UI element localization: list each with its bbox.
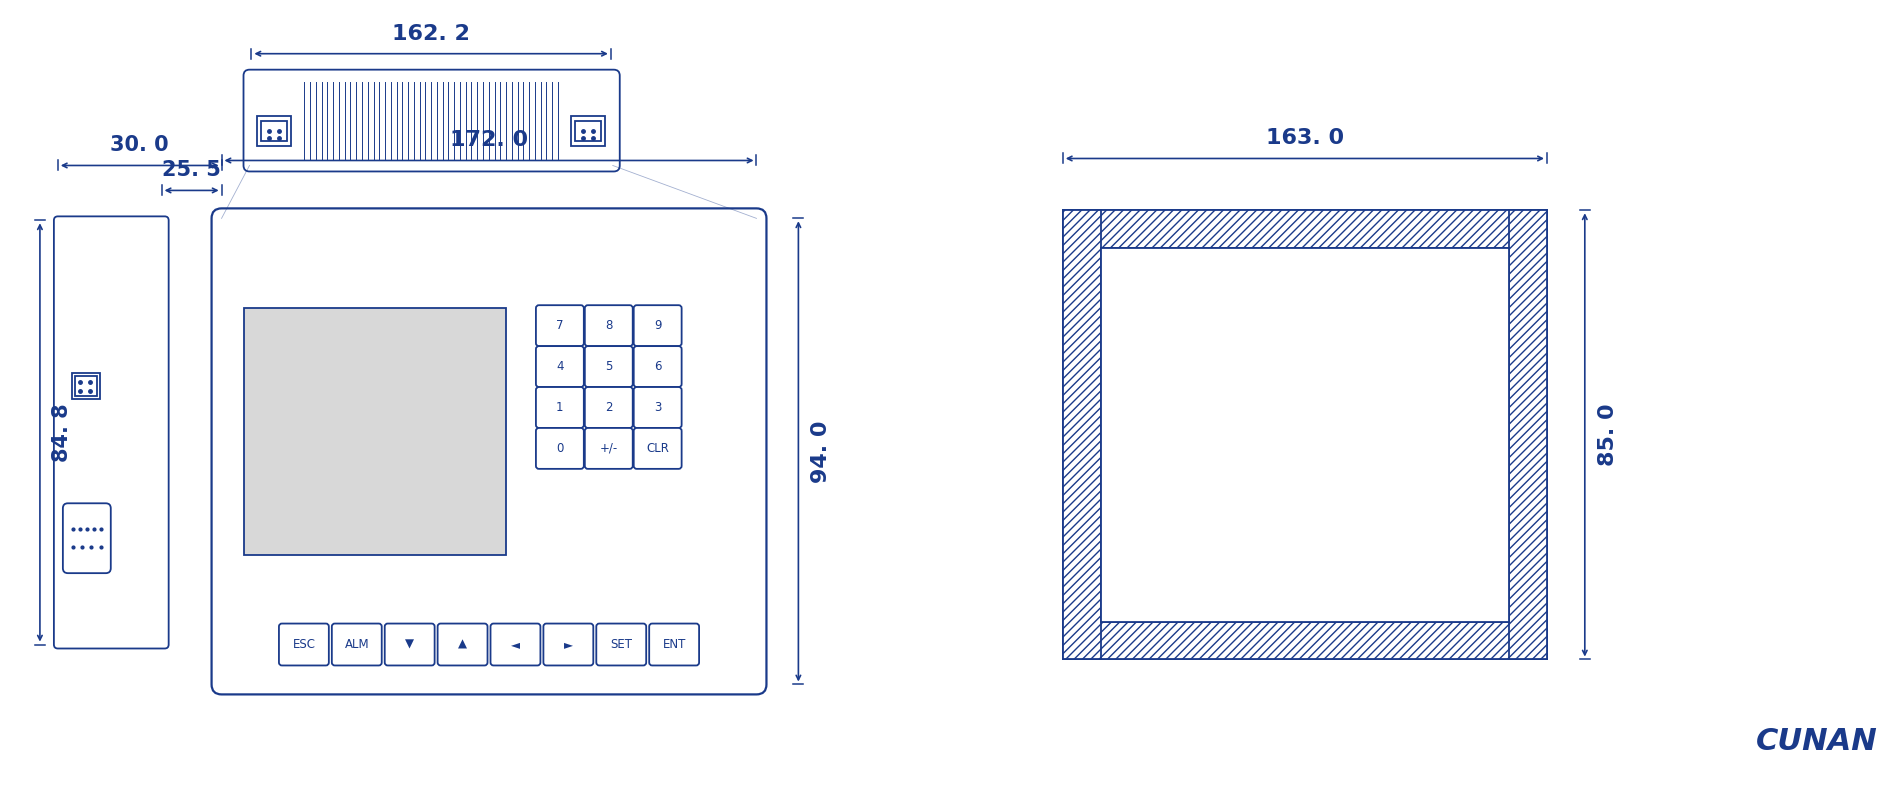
FancyBboxPatch shape xyxy=(649,623,699,666)
FancyBboxPatch shape xyxy=(55,216,168,649)
FancyBboxPatch shape xyxy=(332,623,381,666)
FancyBboxPatch shape xyxy=(634,346,682,387)
FancyBboxPatch shape xyxy=(385,623,434,666)
FancyBboxPatch shape xyxy=(585,305,632,346)
FancyBboxPatch shape xyxy=(536,387,583,428)
FancyBboxPatch shape xyxy=(634,387,682,428)
FancyBboxPatch shape xyxy=(536,428,583,469)
Bar xyxy=(1063,210,1101,659)
Text: ◄: ◄ xyxy=(512,638,519,651)
Bar xyxy=(1509,210,1546,659)
FancyBboxPatch shape xyxy=(211,208,767,694)
Text: 162. 2: 162. 2 xyxy=(393,24,470,44)
FancyBboxPatch shape xyxy=(279,623,329,666)
FancyBboxPatch shape xyxy=(585,428,632,469)
Text: 84. 8: 84. 8 xyxy=(51,403,72,462)
Text: 8: 8 xyxy=(604,319,612,332)
Text: 85. 0: 85. 0 xyxy=(1597,404,1618,466)
Text: 3: 3 xyxy=(653,401,661,414)
FancyBboxPatch shape xyxy=(544,623,593,666)
Bar xyxy=(1101,248,1509,622)
Text: ENT: ENT xyxy=(663,638,685,651)
Text: ▲: ▲ xyxy=(459,638,466,651)
FancyBboxPatch shape xyxy=(634,305,682,346)
Text: 25. 5: 25. 5 xyxy=(162,161,221,181)
Bar xyxy=(1063,622,1546,659)
FancyBboxPatch shape xyxy=(585,346,632,387)
Text: 172. 0: 172. 0 xyxy=(449,130,529,150)
Text: ►: ► xyxy=(565,638,572,651)
Text: SET: SET xyxy=(610,638,632,651)
FancyBboxPatch shape xyxy=(438,623,487,666)
Bar xyxy=(257,115,291,146)
Text: ▼: ▼ xyxy=(406,638,413,651)
Text: 94. 0: 94. 0 xyxy=(812,420,831,482)
Text: ALM: ALM xyxy=(344,638,368,651)
Text: +/-: +/- xyxy=(600,442,617,455)
Bar xyxy=(1063,210,1546,659)
Text: 30. 0: 30. 0 xyxy=(110,135,170,155)
Bar xyxy=(261,121,287,141)
Text: 9: 9 xyxy=(653,319,661,332)
Text: 5: 5 xyxy=(604,360,612,373)
Text: 163. 0: 163. 0 xyxy=(1265,127,1344,147)
Bar xyxy=(1063,210,1546,248)
FancyBboxPatch shape xyxy=(491,623,540,666)
FancyBboxPatch shape xyxy=(585,387,632,428)
Text: 2: 2 xyxy=(604,401,612,414)
Bar xyxy=(1509,210,1546,659)
FancyBboxPatch shape xyxy=(536,346,583,387)
FancyBboxPatch shape xyxy=(244,70,619,171)
Bar xyxy=(244,308,506,554)
Bar xyxy=(570,115,604,146)
Bar xyxy=(574,121,600,141)
FancyBboxPatch shape xyxy=(62,503,111,573)
Text: 4: 4 xyxy=(557,360,565,373)
Text: CUNAN: CUNAN xyxy=(1756,727,1877,756)
Bar xyxy=(1063,210,1546,248)
FancyBboxPatch shape xyxy=(597,623,646,666)
Bar xyxy=(1063,622,1546,659)
Text: 0: 0 xyxy=(557,442,563,455)
Text: 1: 1 xyxy=(557,401,565,414)
Bar xyxy=(76,375,96,395)
FancyBboxPatch shape xyxy=(536,305,583,346)
Text: 6: 6 xyxy=(653,360,661,373)
Text: CLR: CLR xyxy=(646,442,668,455)
Text: ESC: ESC xyxy=(293,638,315,651)
Bar xyxy=(72,373,100,398)
Bar xyxy=(1063,210,1101,659)
Text: 7: 7 xyxy=(557,319,565,332)
FancyBboxPatch shape xyxy=(634,428,682,469)
